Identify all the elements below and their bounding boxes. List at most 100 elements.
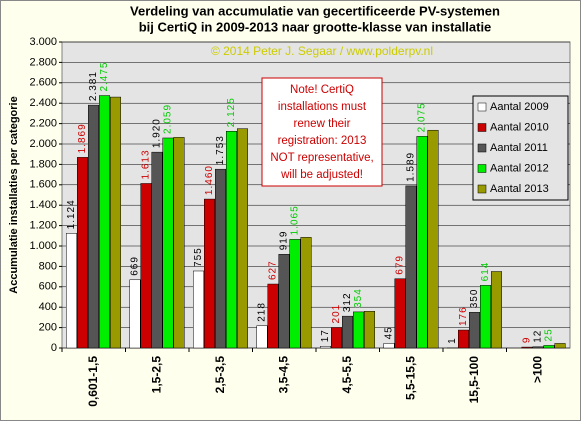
y-tick-label: 2.400 [29, 97, 57, 109]
value-label: 1.613 [141, 149, 152, 179]
legend-swatch [477, 184, 487, 194]
bar [66, 233, 77, 349]
legend-label: Aantal 2012 [490, 162, 549, 174]
y-tick-label: 2.200 [29, 118, 57, 130]
bar [543, 345, 555, 349]
bar [342, 315, 353, 349]
bar [237, 128, 248, 349]
x-tick-label: 2,5-3,5 [213, 356, 227, 394]
bar [480, 285, 491, 349]
value-label: 679 [395, 255, 406, 275]
value-label: 350 [469, 289, 480, 309]
y-tick-label: 200 [39, 322, 57, 334]
y-tick-label: 800 [39, 260, 57, 272]
value-label: 218 [257, 302, 268, 322]
y-tick-label: 0 [51, 342, 57, 354]
value-label: 12 [533, 330, 544, 343]
value-label: 1.869 [77, 123, 88, 153]
value-label: 1.065 [290, 205, 301, 235]
annotation: registration: 2013 [278, 135, 367, 147]
bar [204, 198, 215, 349]
value-label: 45 [384, 326, 395, 339]
bar [129, 279, 141, 349]
value-label: 1.124 [66, 199, 77, 229]
bar [215, 168, 226, 349]
bar [110, 96, 121, 349]
value-label: 669 [130, 256, 141, 276]
bar [427, 129, 439, 349]
annotation: will be adjusted! [280, 169, 363, 181]
bar [256, 325, 268, 349]
bar [458, 329, 469, 349]
bar [364, 311, 375, 349]
bar [226, 131, 237, 349]
bar [88, 104, 99, 349]
value-label: 17 [320, 329, 331, 342]
bar [521, 346, 533, 349]
y-tick-label: 1.000 [29, 240, 57, 252]
legend-swatch [477, 143, 487, 153]
value-label: 25 [544, 328, 555, 341]
bar [162, 137, 174, 349]
value-label: 1.753 [215, 135, 226, 165]
x-tick-label: 3,5-4,5 [276, 356, 290, 394]
bar [554, 343, 566, 349]
legend-label: Aantal 2009 [490, 101, 549, 113]
bar [77, 157, 88, 349]
annotation: Note! CertiQ [290, 84, 354, 96]
x-tick-label: 4,5-5,5 [340, 356, 354, 394]
legend-box [472, 95, 569, 201]
annotation: installations must [278, 101, 367, 113]
annotation: NOT representative, [270, 152, 373, 164]
y-axis-label: Accumulatie installaties per categorie [8, 96, 20, 293]
bar [151, 151, 163, 349]
subtitle: © 2014 Peter J. Segaar / www.polderpv.nl [211, 44, 433, 58]
chart-title: Verdeling van accumulatie van gecertific… [130, 3, 500, 18]
bar [140, 183, 152, 349]
bar [532, 346, 544, 349]
legend-label: Aantal 2010 [490, 121, 549, 133]
legend-swatch [477, 123, 487, 132]
bar [405, 185, 417, 349]
bar [383, 343, 395, 349]
value-label: 2.125 [226, 97, 237, 127]
y-tick-label: 400 [39, 301, 57, 313]
value-label: 755 [193, 247, 204, 267]
value-label: 354 [353, 288, 364, 308]
value-label: 1.589 [406, 152, 417, 182]
bar [331, 327, 342, 349]
value-label: 9 [522, 337, 533, 344]
bar [267, 283, 279, 349]
value-label: 176 [458, 306, 469, 326]
bar [353, 311, 364, 349]
y-tick-label: 1.200 [29, 220, 57, 232]
bar [278, 254, 290, 349]
y-tick-label: 600 [39, 281, 57, 293]
value-label: 1 [447, 337, 458, 344]
value-label: 312 [342, 292, 353, 312]
value-label: 919 [279, 231, 290, 251]
value-label: 2.475 [99, 62, 110, 92]
bar [416, 136, 428, 349]
bar [491, 271, 502, 349]
legend-swatch [477, 164, 487, 173]
bar [300, 237, 312, 349]
y-tick-label: 2.800 [29, 56, 57, 68]
chart-title: bij CertiQ in 2009-2013 naar grootte-kla… [139, 19, 492, 34]
y-tick-label: 1.600 [29, 179, 57, 191]
value-label: 2.075 [417, 102, 428, 132]
value-label: 614 [480, 262, 491, 282]
value-label: 1.460 [204, 165, 215, 195]
annotation-box [261, 77, 383, 187]
y-tick-label: 2.000 [29, 138, 57, 150]
value-label: 627 [268, 260, 279, 280]
bar [394, 278, 406, 349]
y-tick-label: 1.400 [29, 199, 57, 211]
bar [289, 239, 301, 349]
value-label: 201 [331, 304, 342, 324]
annotation: renew their [294, 118, 351, 130]
y-tick-label: 1.800 [29, 158, 57, 170]
x-tick-label: 1,5-2,5 [149, 356, 163, 394]
bar [469, 312, 480, 349]
